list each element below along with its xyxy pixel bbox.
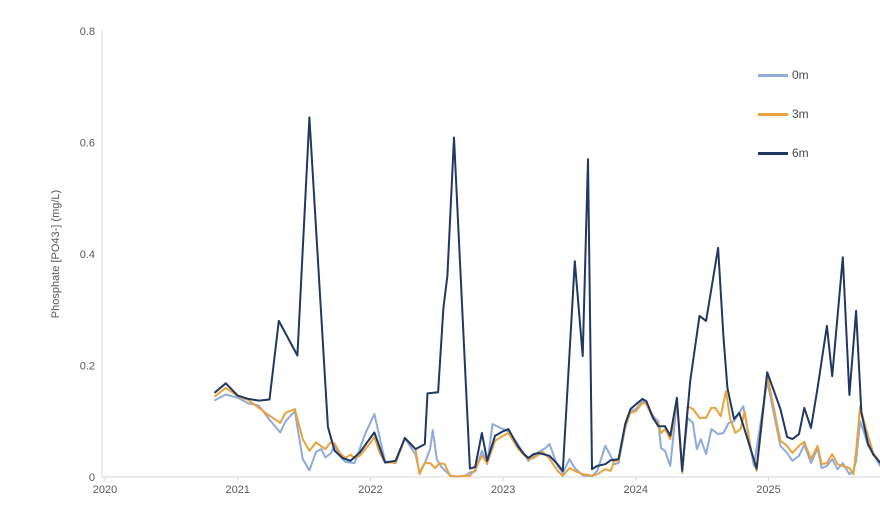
legend-line-swatch-3m [758,112,788,116]
x-tick-label: 2025 [756,484,780,496]
legend-label-0m: 0m [792,68,809,82]
y-tick-label: 0.4 [80,249,95,261]
series-line-0m [214,380,880,478]
x-tick-label: 2023 [491,484,515,496]
legend-item-6m: 6m [758,146,809,160]
y-axis-ticks: 0 0.2 0.4 0.6 0.8 [80,26,95,484]
phosphate-depth-line-chart: 2020 2021 2022 2023 2024 2025 0 0.2 0.4 0.6 0.8 Ph… [40,16,880,511]
series-line-3m [214,374,880,478]
x-tick-label: 2021 [225,484,249,496]
x-tick-label: 2024 [624,484,648,496]
y-tick-label: 0.2 [80,361,95,373]
legend-label-6m: 6m [792,146,809,160]
x-tick-label: 2020 [93,484,117,496]
y-tick-label: 0.6 [80,138,95,150]
chart-legend: 0m 3m 6m [758,68,809,160]
legend-label-3m: 3m [792,107,809,121]
legend-line-swatch-6m [758,151,788,155]
chart-plot-area: 2020 2021 2022 2023 2024 2025 0 0.2 0.4 0.6 0.8 [80,26,880,496]
y-tick-label: 0.8 [80,26,95,38]
x-tick-label: 2022 [358,484,382,496]
y-axis-title: Phosphate [PO43-] (mg/L) [50,189,62,319]
legend-item-0m: 0m [758,68,809,82]
legend-line-swatch-0m [758,73,788,77]
y-tick-label: 0 [89,472,95,484]
legend-item-3m: 3m [758,107,809,121]
x-axis-ticks: 2020 2021 2022 2023 2024 2025 [93,477,781,496]
series-line-6m [214,116,880,472]
